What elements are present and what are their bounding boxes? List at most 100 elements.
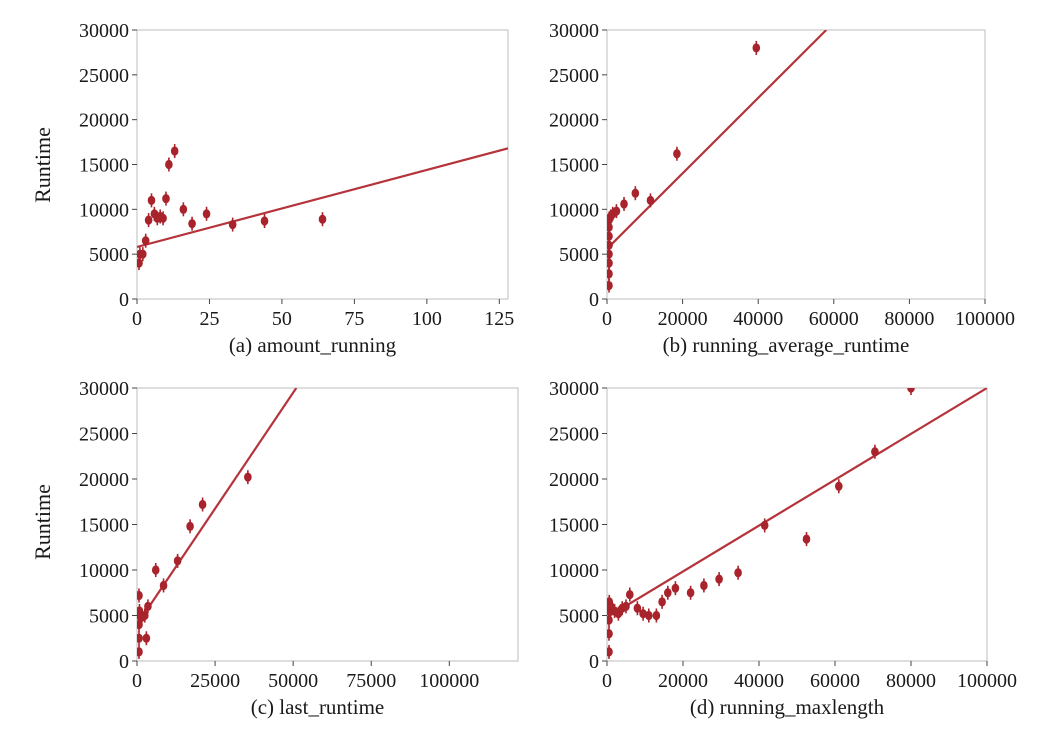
data-point bbox=[652, 608, 661, 623]
point-marker bbox=[612, 206, 621, 216]
point-marker bbox=[664, 588, 672, 598]
x-tick-label: 100000 bbox=[419, 670, 479, 692]
data-point bbox=[734, 565, 742, 580]
point-marker bbox=[165, 159, 173, 170]
point-marker bbox=[260, 216, 269, 226]
point-marker bbox=[607, 280, 613, 291]
point-marker bbox=[137, 633, 143, 643]
point-marker bbox=[700, 580, 708, 591]
data-point bbox=[260, 213, 269, 228]
panel-caption: (a) amount_running bbox=[229, 333, 397, 357]
point-marker bbox=[752, 43, 761, 53]
x-tick-label: 75 bbox=[344, 308, 364, 330]
plot-frame bbox=[606, 387, 988, 662]
point-marker bbox=[715, 574, 723, 584]
point-marker bbox=[147, 195, 156, 205]
x-tick-label: 0 bbox=[602, 308, 612, 330]
data-point bbox=[645, 608, 653, 623]
data-point bbox=[147, 193, 156, 208]
fit-line bbox=[137, 388, 298, 626]
data-point bbox=[612, 204, 621, 219]
x-tick-label: 75000 bbox=[346, 670, 396, 692]
point-marker bbox=[734, 568, 742, 578]
y-tick-label: 30000 bbox=[549, 378, 599, 400]
y-tick-label: 0 bbox=[589, 651, 599, 673]
x-tick-label: 60000 bbox=[809, 308, 859, 330]
point-marker bbox=[622, 601, 630, 612]
data-point bbox=[700, 578, 708, 593]
data-point bbox=[228, 217, 237, 232]
y-tick-label: 25000 bbox=[549, 424, 599, 446]
point-marker bbox=[652, 610, 661, 621]
data-point bbox=[162, 191, 170, 206]
data-point bbox=[151, 563, 160, 577]
y-tick-label: 25000 bbox=[549, 65, 599, 87]
point-marker bbox=[673, 149, 681, 159]
data-point bbox=[802, 532, 811, 547]
panel-caption: (d) running_maxlength bbox=[690, 695, 885, 719]
chart-panel-3: 0 5000 10000 15000 20000 25000 30000 0 25000 5000… bbox=[30, 378, 519, 719]
y-tick-label: 15000 bbox=[549, 515, 599, 537]
data-point bbox=[715, 572, 723, 587]
point-marker bbox=[671, 583, 680, 593]
data-point bbox=[137, 644, 143, 659]
data-point bbox=[639, 606, 647, 621]
plot-frame bbox=[136, 29, 509, 300]
data-point bbox=[646, 193, 655, 208]
y-axis-label: Runtime bbox=[30, 484, 55, 560]
y-tick-label: 10000 bbox=[549, 199, 599, 221]
point-marker bbox=[607, 629, 613, 639]
data-point bbox=[141, 233, 150, 248]
x-tick-label: 40000 bbox=[734, 670, 784, 692]
point-marker bbox=[802, 534, 811, 544]
point-marker bbox=[170, 146, 179, 156]
y-tick-label: 20000 bbox=[549, 110, 599, 132]
point-marker bbox=[202, 209, 211, 219]
point-marker bbox=[318, 214, 327, 224]
point-marker bbox=[228, 219, 237, 230]
y-tick-label: 0 bbox=[119, 651, 129, 673]
y-tick-label: 5000 bbox=[559, 244, 599, 266]
point-marker bbox=[162, 193, 170, 204]
data-point bbox=[664, 585, 672, 600]
point-marker bbox=[244, 472, 252, 482]
y-tick-label: 10000 bbox=[549, 560, 599, 582]
point-marker bbox=[138, 249, 147, 259]
data-point bbox=[165, 157, 173, 172]
data-point bbox=[318, 212, 327, 227]
data-point bbox=[686, 585, 695, 600]
point-marker bbox=[871, 447, 879, 457]
point-marker bbox=[151, 565, 160, 575]
data-point bbox=[198, 497, 207, 512]
x-tick-label: 80000 bbox=[886, 670, 936, 692]
y-tick-label: 0 bbox=[589, 289, 599, 311]
data-point bbox=[188, 216, 196, 231]
data-point bbox=[138, 247, 147, 262]
y-tick-label: 30000 bbox=[79, 20, 129, 42]
y-tick-label: 30000 bbox=[79, 378, 129, 400]
data-point bbox=[144, 213, 153, 228]
x-tick-label: 20000 bbox=[658, 670, 708, 692]
y-tick-label: 20000 bbox=[79, 469, 129, 491]
point-marker bbox=[626, 589, 634, 600]
y-tick-label: 10000 bbox=[79, 560, 129, 582]
point-marker bbox=[658, 597, 666, 607]
panel-caption: (c) last_runtime bbox=[251, 695, 385, 719]
fit-line bbox=[137, 147, 508, 249]
data-point bbox=[607, 644, 613, 659]
y-tick-label: 20000 bbox=[549, 469, 599, 491]
y-tick-label: 5000 bbox=[559, 606, 599, 628]
y-tick-label: 25000 bbox=[79, 424, 129, 446]
data-point bbox=[244, 470, 252, 485]
data-point bbox=[607, 626, 613, 641]
y-tick-label: 15000 bbox=[79, 155, 129, 177]
point-marker bbox=[686, 588, 695, 598]
data-point bbox=[631, 186, 640, 201]
data-point bbox=[141, 608, 149, 623]
plot-frame bbox=[136, 387, 519, 662]
x-tick-label: 60000 bbox=[810, 670, 860, 692]
data-point bbox=[622, 599, 630, 614]
y-tick-label: 5000 bbox=[89, 244, 129, 266]
point-marker bbox=[639, 609, 647, 619]
